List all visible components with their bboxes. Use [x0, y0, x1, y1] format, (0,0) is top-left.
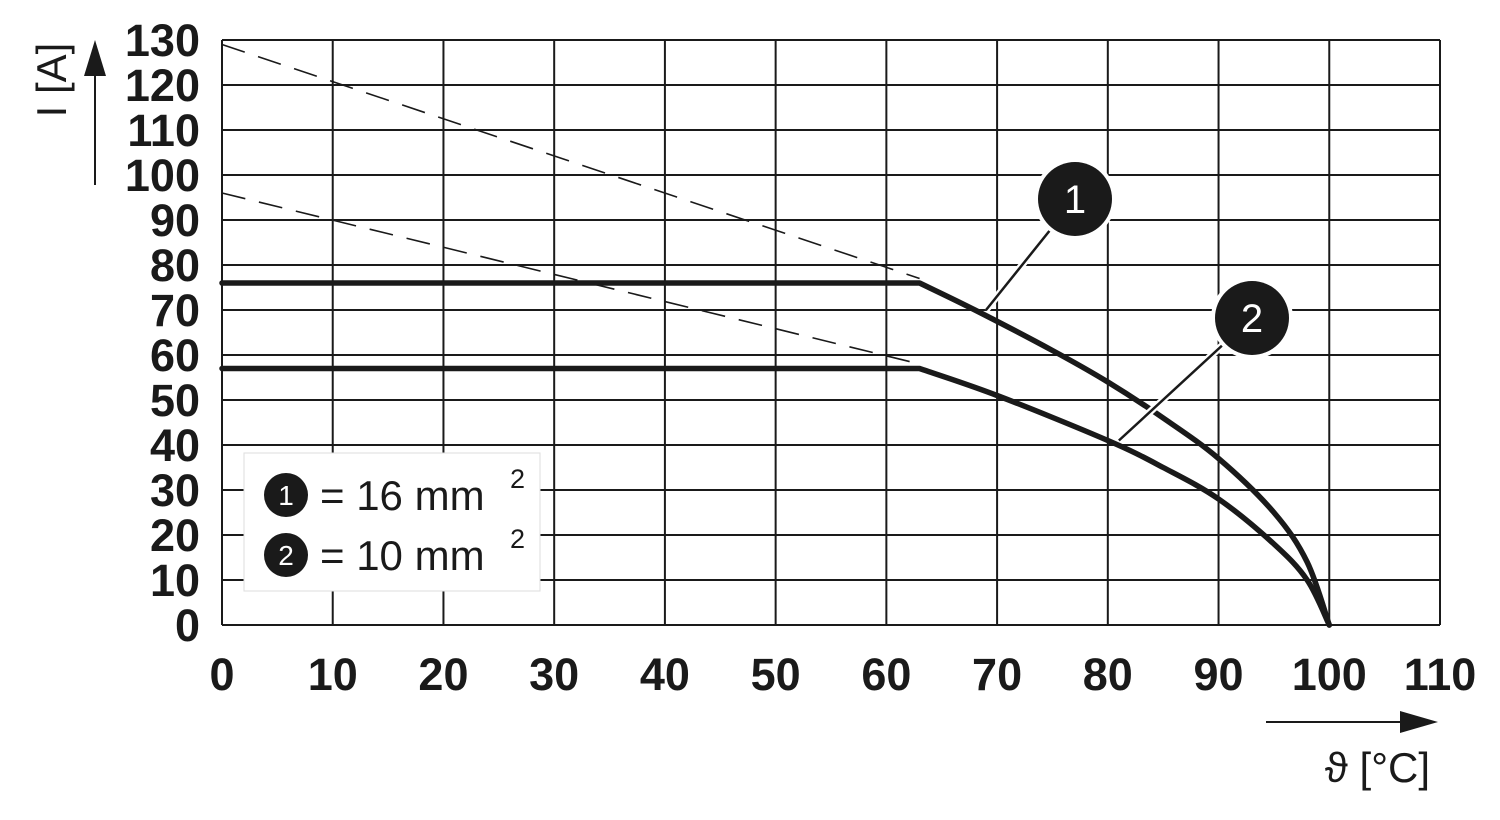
series-line-2	[219, 365, 1333, 628]
y-tick-label: 0	[175, 600, 200, 651]
callout-label-1: 1	[1064, 178, 1086, 222]
callout-marker-1	[1038, 162, 1112, 236]
legend-item-1: 1 = 16 mm 2	[264, 464, 525, 519]
dashed-extension-2	[221, 192, 920, 365]
y-tick-label: 10	[150, 555, 200, 606]
y-tick-label: 40	[150, 420, 200, 471]
legend-sup-1: 2	[510, 464, 525, 494]
x-tick-label: 60	[861, 649, 911, 700]
y-tick-label: 20	[150, 510, 200, 561]
dashed-extensions	[221, 43, 920, 365]
callout-label-2: 2	[1241, 297, 1263, 341]
x-tick-label: 20	[418, 649, 468, 700]
y-tick-label: 60	[150, 330, 200, 381]
x-tick-labels: 0 10 20 30 40 50 60 70 80 90 100 110	[209, 649, 1476, 700]
x-axis-arrow	[1266, 711, 1438, 733]
x-tick-label: 70	[972, 649, 1022, 700]
series-lines	[219, 280, 1333, 628]
series-line-1	[219, 280, 1333, 628]
series-callouts: 12	[983, 158, 1293, 444]
callout-marker-2	[1215, 281, 1289, 355]
y-axis-arrow	[84, 40, 106, 185]
y-tick-label: 70	[150, 285, 200, 336]
legend-label-1: = 16 mm	[320, 472, 485, 519]
x-tick-label: 50	[751, 649, 801, 700]
y-axis-label: I [A]	[28, 43, 75, 118]
y-tick-label: 100	[125, 150, 200, 201]
y-tick-label: 110	[127, 105, 200, 156]
dashed-extension-1	[221, 43, 920, 280]
legend-marker-1-label: 1	[278, 480, 294, 511]
legend: 1 = 16 mm 2 2 = 10 mm 2	[243, 452, 541, 592]
x-tick-label: 80	[1083, 649, 1133, 700]
legend-marker-2-label: 2	[278, 540, 294, 571]
y-tick-label: 120	[125, 60, 200, 111]
x-tick-label: 10	[308, 649, 358, 700]
grid	[221, 39, 1441, 626]
x-tick-label: 110	[1404, 649, 1477, 700]
y-tick-label: 30	[150, 465, 200, 516]
legend-sup-2: 2	[510, 524, 525, 554]
y-tick-label: 50	[150, 375, 200, 426]
x-tick-label: 30	[529, 649, 579, 700]
x-tick-label: 0	[209, 649, 234, 700]
x-tick-label: 90	[1194, 649, 1244, 700]
y-tick-label: 90	[150, 195, 200, 246]
x-tick-label: 100	[1292, 649, 1367, 700]
legend-label-2: = 10 mm	[320, 532, 485, 579]
x-tick-label: 40	[640, 649, 690, 700]
legend-item-2: 2 = 10 mm 2	[264, 524, 525, 579]
y-tick-label: 80	[150, 240, 200, 291]
y-tick-label: 130	[125, 15, 200, 66]
x-axis-label: ϑ [°C]	[1325, 744, 1430, 791]
